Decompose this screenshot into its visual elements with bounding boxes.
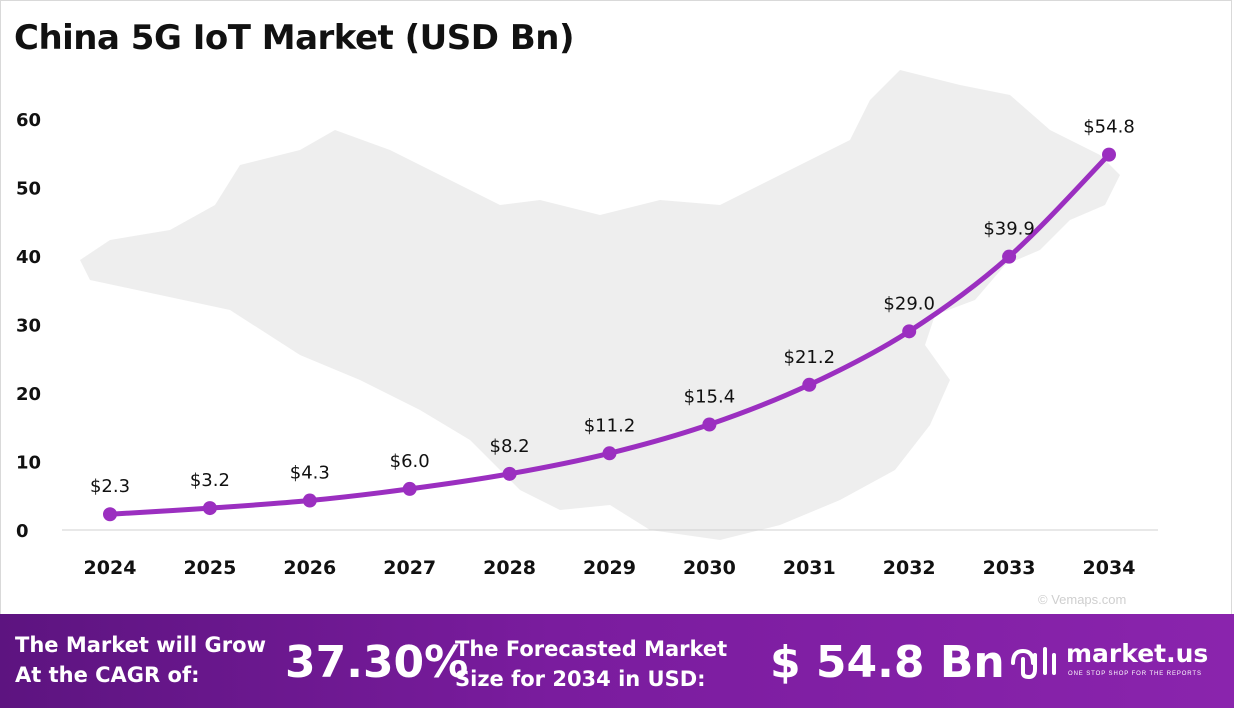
x-tick-label-2032: 2032 [883, 557, 936, 579]
y-tick-label-5: 50 [16, 179, 41, 200]
map-silhouette [80, 70, 1120, 540]
data-point-2034 [1102, 147, 1116, 162]
forecast-label-line2: Size for 2034 in USD: [455, 667, 706, 691]
y-tick-label-1: 10 [16, 453, 41, 474]
data-point-2026 [302, 493, 317, 508]
x-tick-label-2025: 2025 [183, 557, 236, 579]
chart-title: China 5G IoT Market (USD Bn) [14, 18, 574, 58]
x-tick-label-2024: 2024 [84, 557, 137, 579]
y-tick-label-3: 30 [16, 316, 41, 337]
data-label-2025: $3.2 [190, 470, 230, 491]
y-tick-label-4: 40 [16, 247, 41, 268]
data-point-2029 [602, 446, 617, 461]
data-label-2024: $2.3 [90, 476, 130, 497]
data-label-2028: $8.2 [490, 436, 530, 457]
data-point-2030 [702, 417, 717, 432]
brand-name: market.us [1066, 639, 1209, 668]
data-label-2030: $15.4 [684, 387, 736, 408]
x-tick-label-2034: 2034 [1083, 557, 1136, 579]
y-tick-label-0: 0 [16, 521, 29, 542]
footer-banner: The Market will Grow At the CAGR of: 37.… [0, 614, 1234, 708]
data-label-2029: $11.2 [584, 415, 636, 436]
x-tick-label-2030: 2030 [683, 557, 736, 579]
map-watermark: © Vemaps.com [1038, 592, 1127, 607]
data-point-2028 [502, 466, 517, 481]
x-tick-label-2029: 2029 [583, 557, 636, 579]
data-point-2031 [802, 377, 817, 392]
x-tick-label-2031: 2031 [783, 557, 836, 579]
data-point-2033 [1002, 249, 1017, 264]
x-tick-label-2027: 2027 [383, 557, 436, 579]
x-tick-label-2026: 2026 [283, 557, 336, 579]
data-label-2027: $6.0 [390, 451, 430, 472]
market-us-logo-icon [1011, 647, 1056, 679]
data-label-2033: $39.9 [983, 219, 1035, 240]
brand-tagline: ONE STOP SHOP FOR THE REPORTS [1068, 671, 1202, 677]
cagr-label-line1: The Market will Grow [15, 633, 266, 657]
forecast-value: $ 54.8 Bn [770, 637, 1005, 688]
data-point-2024 [103, 507, 117, 522]
y-tick-label-6: 60 [16, 110, 41, 131]
data-point-2032 [902, 324, 917, 339]
cagr-label-line2: At the CAGR of: [15, 663, 200, 687]
data-label-2026: $4.3 [290, 463, 330, 484]
data-point-2027 [402, 481, 417, 496]
data-label-2032: $29.0 [883, 293, 935, 314]
data-label-2031: $21.2 [784, 347, 836, 368]
forecast-label-line1: The Forecasted Market [455, 637, 728, 661]
x-tick-label-2033: 2033 [983, 557, 1036, 579]
cagr-value: 37.30% [285, 637, 469, 688]
x-tick-label-2028: 2028 [483, 557, 536, 579]
data-point-2025 [202, 501, 217, 516]
y-tick-label-2: 20 [16, 384, 41, 405]
data-label-2034: $54.8 [1083, 117, 1135, 138]
